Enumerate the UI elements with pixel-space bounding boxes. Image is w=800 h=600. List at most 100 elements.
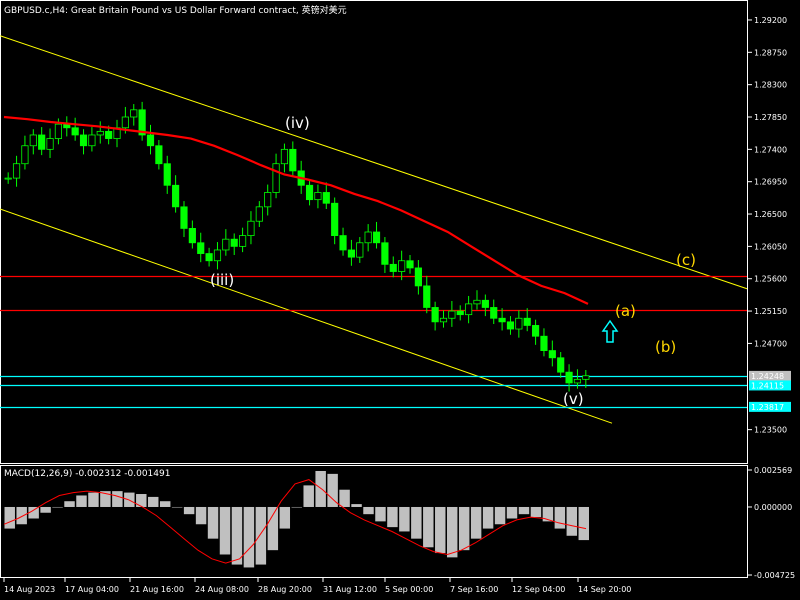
macd-tick-label: 0.002569: [754, 466, 792, 475]
candle-body: [197, 242, 205, 254]
candle-body: [222, 238, 230, 251]
candle-body: [431, 307, 439, 323]
time-tick-label: 17 Aug 04:00: [65, 585, 119, 594]
candle-body: [381, 242, 389, 265]
hollow-up-arrow-icon: [601, 319, 619, 343]
price-tick-label: 1.29200: [754, 16, 787, 25]
candle-body: [146, 134, 155, 147]
price-tick-label: 1.26050: [754, 242, 787, 251]
chart-title: GBPUSD.c,H4: Great Britain Pound vs US D…: [4, 6, 347, 16]
candle-body: [4, 177, 12, 180]
candle-body: [205, 253, 213, 262]
macd-histogram-bar: [195, 506, 207, 525]
candle-body: [523, 317, 531, 326]
time-tick-label: 31 Aug 12:00: [323, 585, 377, 594]
candle-body: [79, 134, 88, 147]
wave-label: (v): [563, 390, 584, 408]
channel-upper-line: [0, 35, 748, 290]
macd-label: MACD(12,26,9) -0.002312 -0.001491: [4, 469, 171, 479]
price-tick-label: 1.26950: [754, 178, 787, 187]
macd-histogram-bar: [578, 506, 589, 541]
candle-body: [356, 242, 364, 258]
price-tick-label: 1.27850: [754, 113, 787, 122]
moving-average-line: [3, 115, 589, 305]
macd-histogram-bar: [4, 506, 15, 529]
macd-histogram-bar: [506, 506, 518, 519]
channel-lines: [0, 35, 748, 424]
candle-body: [264, 192, 272, 208]
macd-histogram-bar: [423, 506, 434, 548]
macd-histogram-bar: [255, 506, 267, 565]
candle-body: [481, 299, 489, 308]
candle-body: [339, 235, 347, 251]
price-tick-label: 1.25600: [754, 275, 787, 284]
moving-average: [3, 115, 589, 305]
price-tick-label: 1.28750: [754, 48, 787, 57]
macd-histogram-bar: [375, 506, 386, 522]
price-tag-box: [749, 380, 791, 391]
candle-body: [557, 357, 565, 373]
candle-body: [230, 238, 238, 247]
price-tick-label: 1.23500: [754, 426, 787, 435]
macd-histogram-bar: [494, 506, 506, 525]
macd-histogram-bar: [76, 495, 87, 507]
wave-label: (iv): [285, 114, 310, 132]
macd-histogram-bar: [100, 491, 111, 507]
price-tag-label: 1.23817: [751, 403, 784, 412]
price-axis: 1.29200 1.28750 1.28300 1.27850 1.27400 1.269…: [748, 16, 791, 435]
price-tick-label: 1.27400: [754, 145, 787, 154]
macd-histogram-bar: [387, 506, 398, 528]
wave-label: (a): [615, 302, 636, 320]
candle-body: [54, 123, 63, 139]
time-tick-label: 7 Sep 16:00: [450, 585, 498, 594]
macd-histogram-bar: [159, 501, 171, 507]
macd-histogram-bar: [88, 492, 99, 507]
macd-histogram-bar: [435, 506, 446, 554]
candle-body: [490, 307, 498, 319]
macd-histogram-bar: [411, 506, 422, 539]
candle-body: [448, 310, 456, 319]
price-tick-label: 1.25150: [754, 307, 787, 316]
candle-body: [322, 192, 330, 204]
macd-histogram-bar: [171, 506, 183, 508]
macd-signal-line: [3, 479, 587, 564]
candle-body: [180, 206, 188, 229]
candle-body: [423, 285, 431, 308]
candle-body: [21, 145, 29, 165]
macd-histogram-bar: [231, 506, 243, 565]
macd-histogram-bar: [446, 506, 458, 558]
candle-body: [247, 220, 255, 236]
macd-histogram-bar: [363, 506, 374, 515]
candle-body: [515, 317, 523, 330]
macd-histogram-bar: [148, 496, 159, 507]
candle-body: [130, 109, 138, 118]
macd-histogram-bar: [482, 506, 494, 529]
candle-body: [498, 317, 506, 323]
price-tag-box: [749, 370, 791, 381]
macd-histogram-bar: [399, 506, 410, 532]
macd-histogram-bar: [243, 506, 255, 568]
time-tick-label: 14 Aug 2023: [4, 585, 55, 594]
candle-body: [548, 350, 556, 359]
wave-label: (c): [676, 251, 696, 269]
candle-body: [305, 184, 314, 201]
candle-body: [46, 138, 54, 150]
candle-body: [213, 249, 222, 262]
macd-histogram-bar: [136, 494, 147, 507]
candle-body: [532, 325, 540, 337]
candle-body: [456, 310, 464, 316]
macd-histogram-bar: [327, 473, 338, 507]
price-tick-label: 1.26500: [754, 210, 787, 219]
candle-body: [163, 163, 171, 186]
candle-body: [582, 375, 590, 380]
candle-body: [506, 321, 515, 330]
macd-tick-label: 0.000000: [754, 503, 792, 512]
macd-panel-frame: [0, 465, 748, 578]
candle-body: [238, 235, 247, 247]
macd-tick-label: -0.004725: [754, 571, 795, 580]
candle-body: [398, 260, 406, 272]
time-tick-label: 28 Aug 20:00: [258, 585, 312, 594]
macd-histogram-bar: [64, 501, 75, 507]
macd-histogram-bar: [16, 506, 27, 525]
candle-series: [4, 101, 590, 392]
